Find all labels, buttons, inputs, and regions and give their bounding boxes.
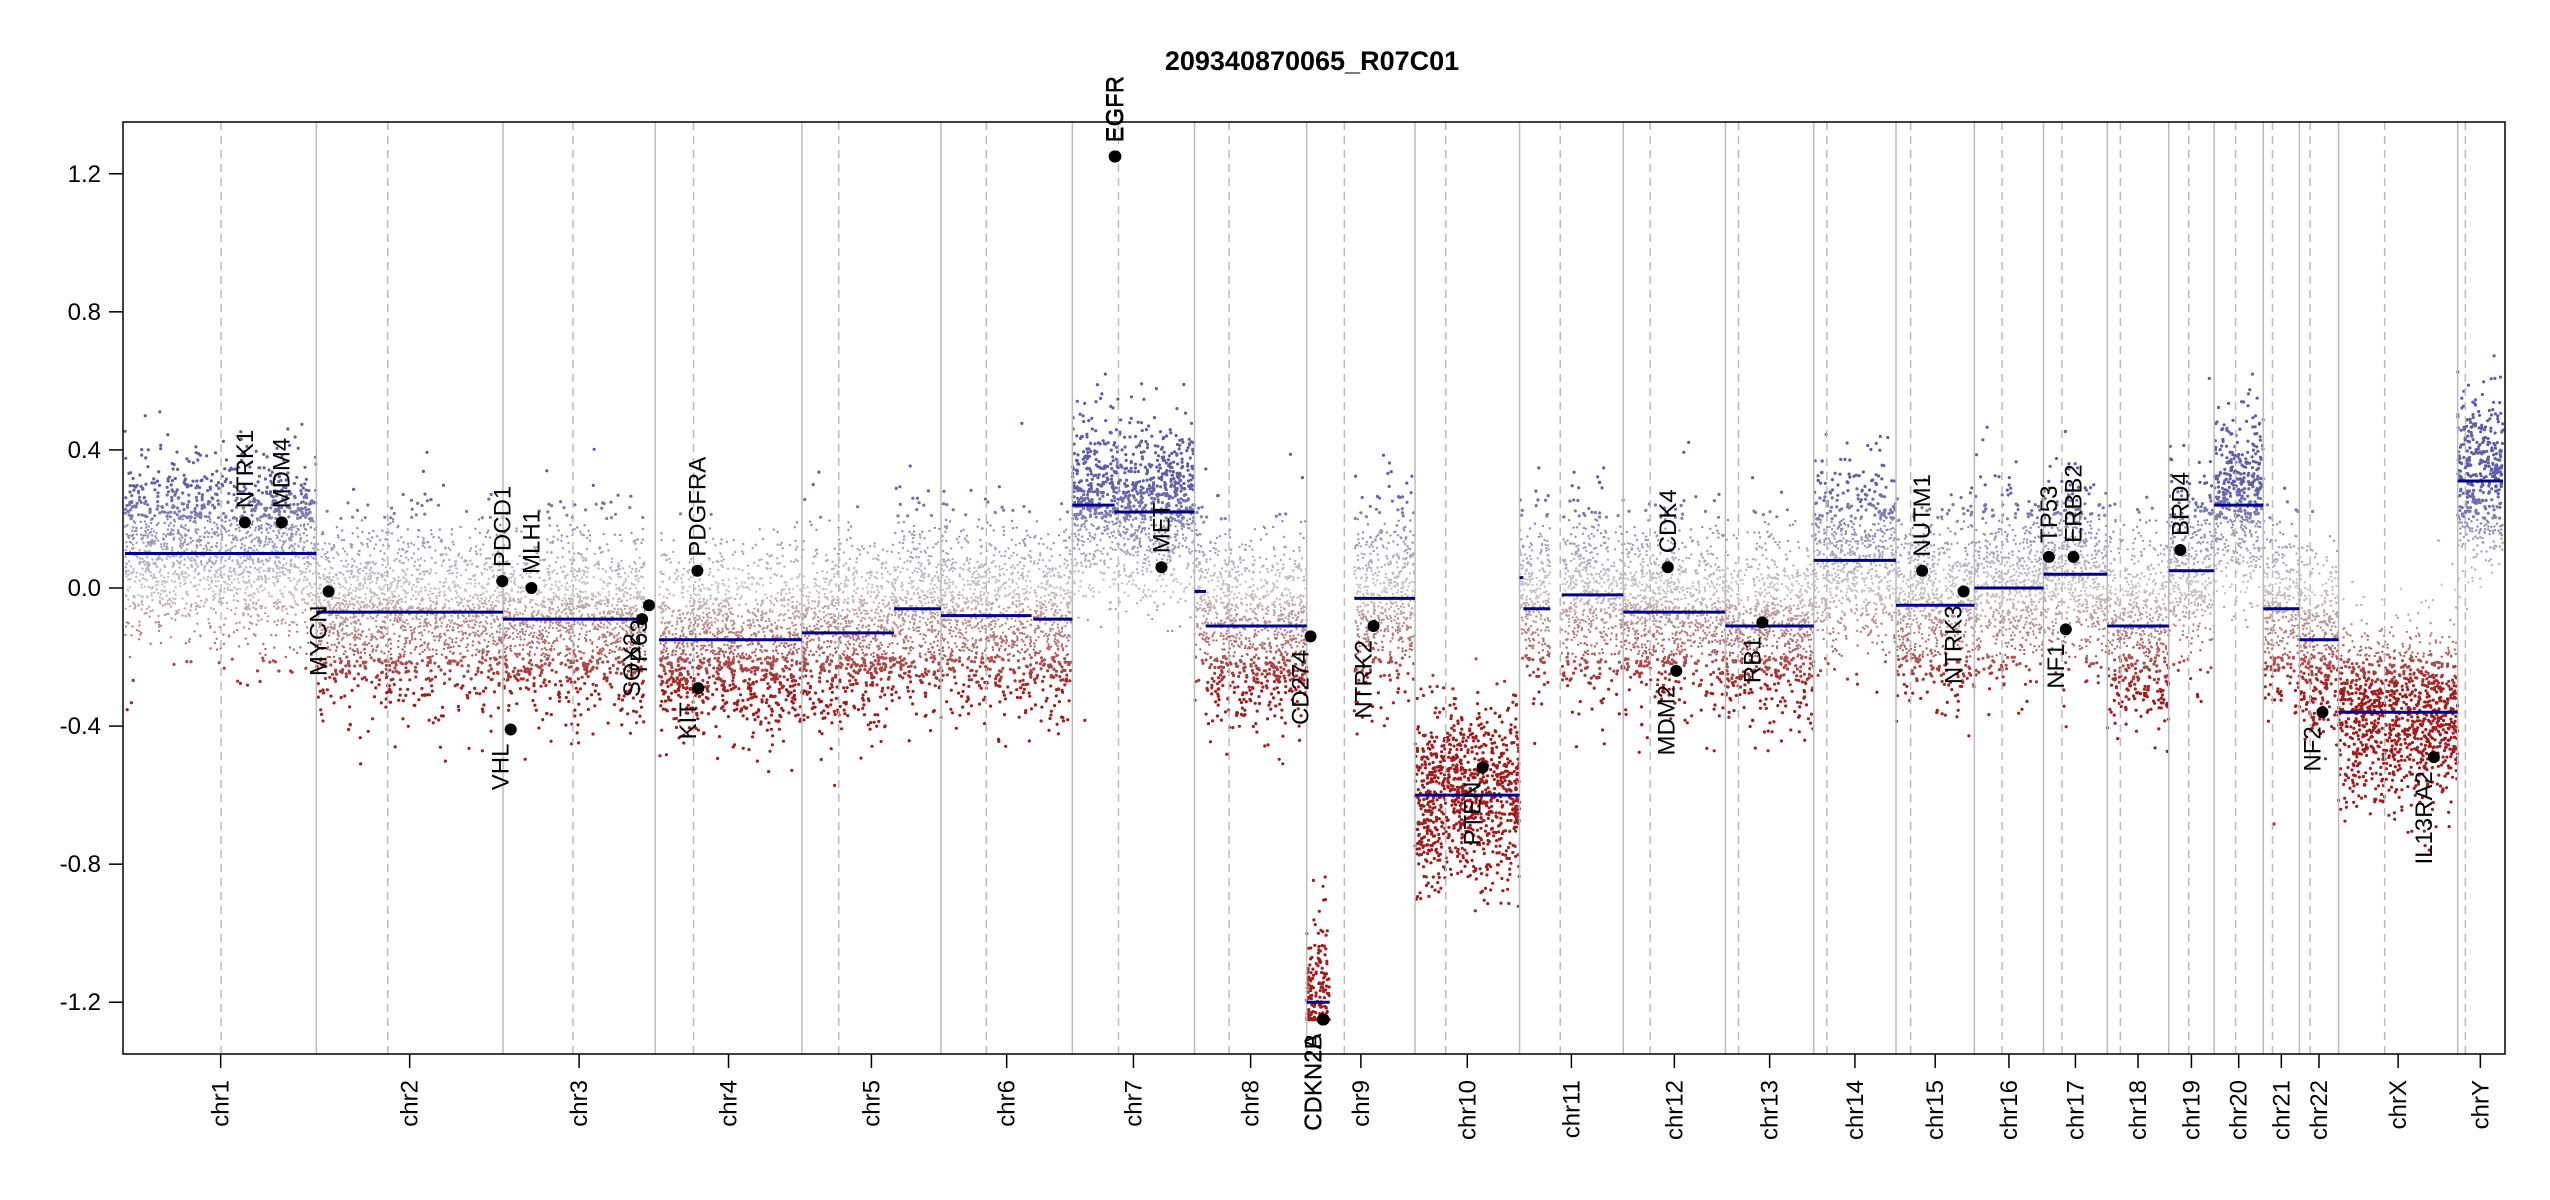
y-tick-label: -1.2: [60, 989, 101, 1016]
x-tick-label-chr18: chr18: [2125, 1080, 2152, 1140]
x-tick-label-chr3: chr3: [566, 1080, 593, 1127]
x-tick-label-chr13: chr13: [1757, 1080, 1784, 1140]
y-tick-label: -0.8: [60, 851, 101, 878]
gene-marker-egfr-11: [1109, 151, 1121, 163]
gene-label-il13ra2-28: IL13RA2: [2411, 771, 2438, 864]
x-tick-label-chr11: chr11: [1558, 1080, 1585, 1138]
gene-label-erbb2-24: ERBB2: [2061, 464, 2088, 543]
gene-label-cdk4-18: CDK4: [1655, 489, 1682, 553]
gene-marker-met-12: [1155, 561, 1167, 573]
gene-label-ntrk3-22: NTRK3: [1941, 605, 1968, 684]
x-tick-label-chr9: chr9: [1348, 1080, 1375, 1127]
x-tick-label-chr14: chr14: [1842, 1080, 1869, 1140]
x-tick-label-chr19: chr19: [2178, 1080, 2205, 1140]
gene-marker-mdm2-19: [1670, 665, 1682, 677]
gene-marker-vhl-4: [505, 724, 517, 736]
gene-marker-pdcd1-3: [496, 575, 508, 587]
x-tick-label-chr2: chr2: [397, 1080, 424, 1127]
gene-marker-mdm4-1: [276, 516, 288, 528]
gene-marker-erbb2-24: [2068, 551, 2080, 563]
gene-marker-rb1-20: [1756, 617, 1768, 629]
gene-marker-pten-17: [1477, 761, 1489, 773]
gene-marker-nf1-25: [2060, 623, 2072, 635]
gene-marker-brd4-26: [2174, 544, 2186, 556]
gene-label-cd274-13: CD274: [1288, 650, 1315, 725]
gene-label-mlh1-5: MLH1: [518, 510, 545, 574]
x-tick-label-chrY: chrY: [2467, 1080, 2494, 1129]
y-axis: 1.2 0.8 0.4 0.0 -0.4 -0.8 -1.2: [60, 161, 123, 1016]
x-tick-label-chr10: chr10: [1454, 1080, 1481, 1140]
x-tick-label-chr5: chr5: [858, 1080, 885, 1127]
gene-annotations: NTRK1 MDM4MYCNPDCD1VHLMLH1SOX2TP63PDGFRAK…: [232, 76, 2440, 1131]
gene-marker-ntrk1-0: [239, 516, 251, 528]
gene-marker-ntrk2-16: [1368, 620, 1380, 632]
gene-label-kit-9: KIT: [675, 702, 702, 740]
gene-label-brd4-26: BRD4: [2167, 472, 2194, 536]
gene-label-nf1-25: NF1: [2043, 643, 2070, 688]
gene-label-ntrk2-16: NTRK2: [1351, 640, 1378, 719]
gene-label-vhl-4: VHL: [488, 744, 515, 791]
gene-label-mycn-2: MYCN: [306, 605, 333, 676]
gene-marker-nf2-27: [2316, 706, 2328, 718]
x-tick-label-chr22: chr22: [2306, 1080, 2333, 1140]
gene-label-cdkn2b-15: CDKN2B: [1301, 1033, 1328, 1130]
y-tick-label: 0.8: [68, 299, 101, 326]
gene-marker-nutm1-21: [1916, 565, 1928, 577]
gene-marker-cdkn2b-15: [1318, 1013, 1330, 1025]
gene-label-tp63-7: TP63: [626, 619, 653, 676]
x-tick-label-chr21: chr21: [2268, 1080, 2295, 1140]
gene-label-tp53-23: TP53: [2036, 486, 2063, 543]
y-tick-label: -0.4: [60, 713, 101, 740]
x-tick-label-chr1: chr1: [208, 1080, 235, 1127]
gene-marker-kit-9: [692, 682, 704, 694]
gene-label-nf2-27: NF2: [2299, 726, 2326, 771]
x-axis: chr1 chr2 chr3 chr4 chr5 chr6 chr7 chr8 chr9 chr1…: [208, 1054, 2495, 1140]
x-tick-label-chr16: chr16: [1996, 1080, 2023, 1140]
y-tick-label: 0.4: [68, 437, 101, 464]
x-tick-label-chrX: chrX: [2385, 1080, 2412, 1129]
gene-marker-tp53-23: [2043, 551, 2055, 563]
gene-label-egfr-11: EGFR: [1102, 76, 1129, 143]
gene-marker-ntrk3-22: [1958, 585, 1970, 597]
y-tick-label: 0.0: [68, 575, 101, 602]
x-tick-label-chr20: chr20: [2226, 1080, 2253, 1140]
copy-number-plot: 209340870065_R07C01 NTRK1 MDM4 MYCN PDCD1 VH…: [0, 0, 2550, 1200]
gene-marker-cdk4-18: [1662, 561, 1674, 573]
chart-title: 209340870065_R07C01: [1165, 46, 1459, 76]
x-tick-label-chr4: chr4: [716, 1080, 743, 1127]
x-tick-label-chr12: chr12: [1661, 1080, 1688, 1140]
gene-label-pdcd1-3: PDCD1: [489, 486, 516, 567]
x-tick-label-chr8: chr8: [1238, 1080, 1265, 1127]
gene-marker-mlh1-5: [525, 582, 537, 594]
gene-marker-pdgfra-8: [691, 565, 703, 577]
x-tick-label-chr6: chr6: [994, 1080, 1021, 1127]
y-tick-label: 1.2: [68, 161, 101, 188]
gene-label-pdgfra-8: PDGFRA: [684, 457, 711, 557]
gene-marker-mycn-2: [323, 585, 335, 597]
gene-label-mdm2-19: MDM2: [1653, 685, 1680, 756]
gene-marker-tp63-7: [643, 599, 655, 611]
gene-label-met-12: MET: [1148, 502, 1175, 553]
gene-marker-il13ra2-28: [2428, 751, 2440, 763]
gene-label-rb1-20: RB1: [1739, 637, 1766, 684]
gene-label-pten-17: PTEN: [1460, 781, 1487, 845]
x-tick-label-chr7: chr7: [1120, 1080, 1147, 1127]
gene-label-ntrk1-0: NTRK1: [232, 430, 259, 509]
x-tick-label-chr17: chr17: [2062, 1080, 2089, 1140]
plot-frame: [123, 122, 2505, 1054]
gene-label-nutm1-21: NUTM1: [1909, 474, 1936, 557]
gene-label-mdm4-1: MDM4: [269, 438, 296, 509]
x-tick-label-chr15: chr15: [1922, 1080, 1949, 1140]
gene-marker-cd274-13: [1305, 630, 1317, 642]
